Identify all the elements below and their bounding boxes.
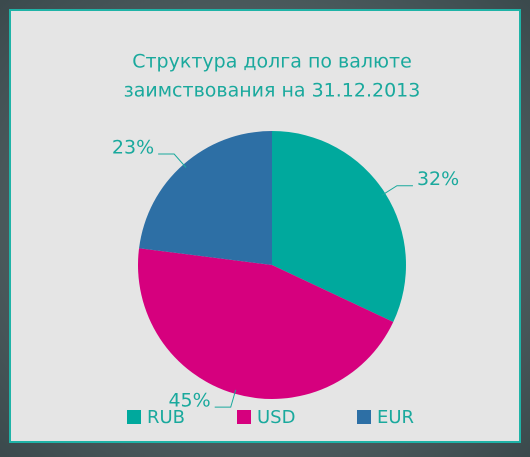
pie-slice	[272, 131, 406, 323]
leader-line	[214, 389, 237, 408]
legend-swatch	[237, 410, 251, 424]
data-label: 45%	[168, 390, 210, 412]
legend-label: EUR	[377, 407, 414, 428]
chart-title: Структура долга по валюте	[132, 51, 412, 73]
pie-slice	[138, 248, 394, 399]
pie-slice	[139, 131, 272, 265]
leader-line	[381, 185, 413, 196]
chart-title: заимствования на 31.12.2013	[124, 80, 421, 102]
leader-line	[158, 153, 187, 168]
legend-swatch	[127, 410, 141, 424]
legend-swatch	[357, 410, 371, 424]
data-label: 23%	[112, 136, 154, 158]
legend-label: RUB	[147, 407, 185, 428]
data-label: 32%	[417, 168, 459, 190]
legend-label: USD	[257, 407, 295, 428]
